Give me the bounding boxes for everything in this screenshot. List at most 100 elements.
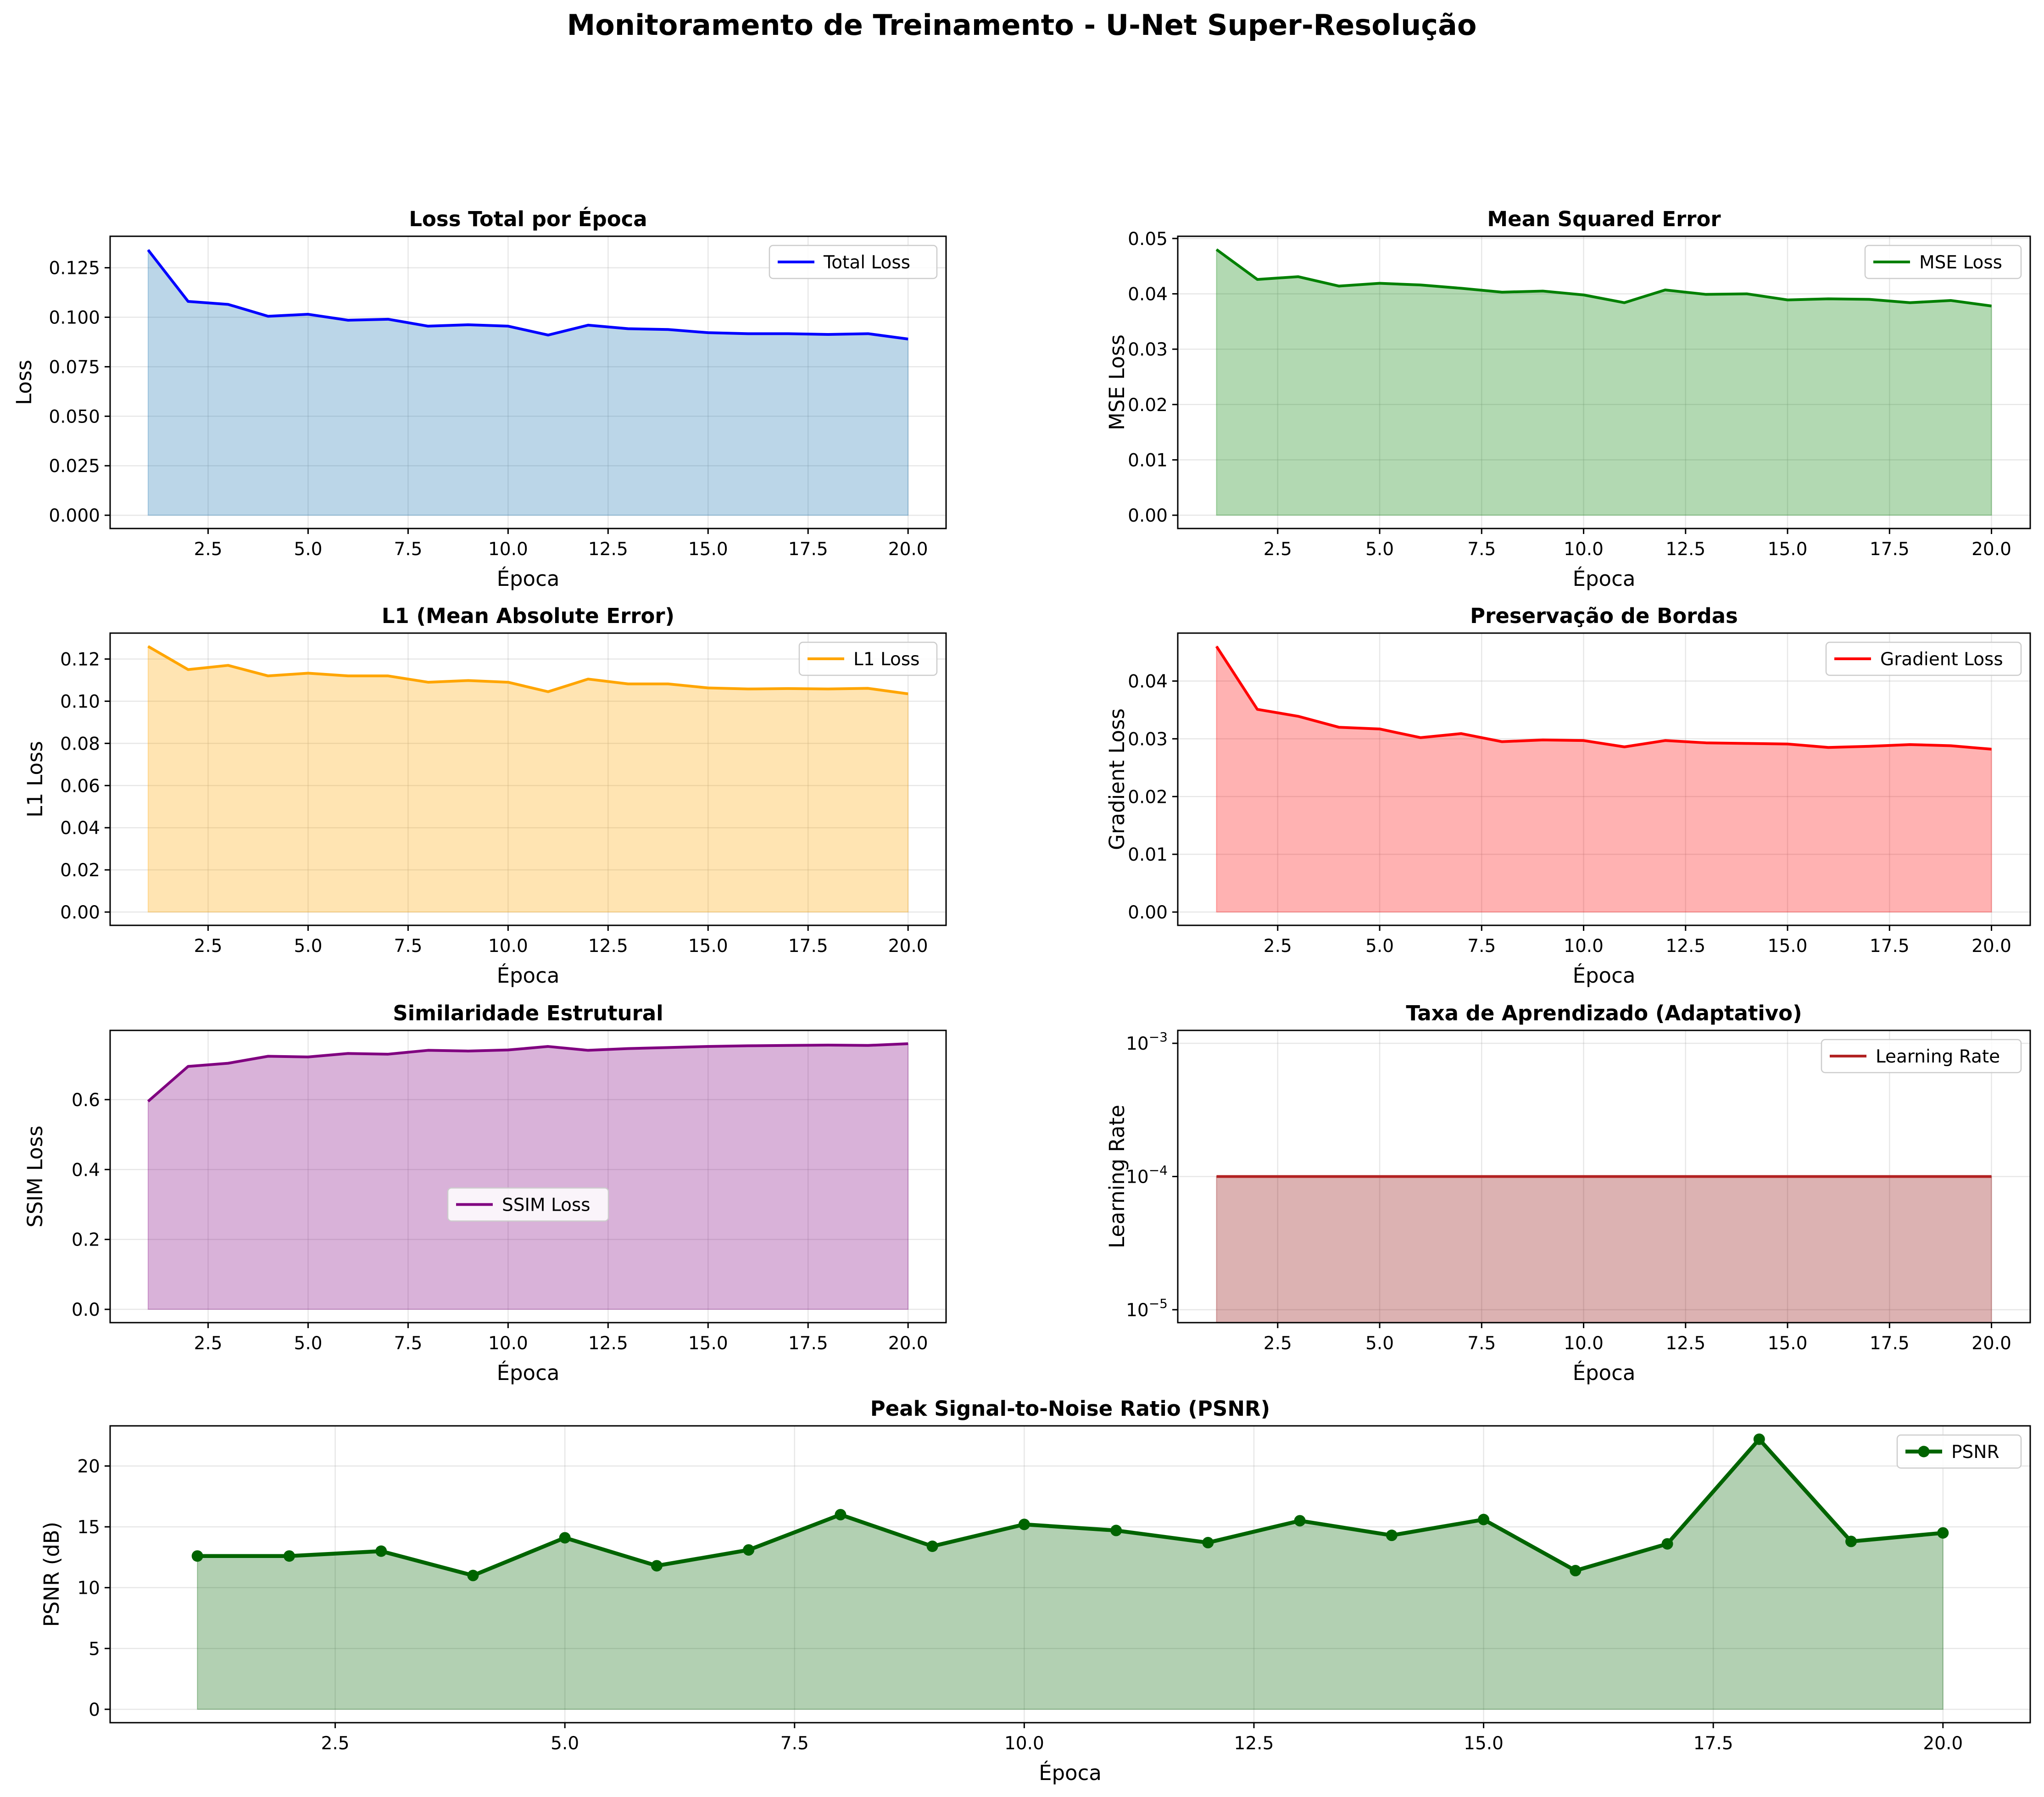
x-tick-label: 7.5 [394, 539, 422, 560]
x-tick-label: 7.5 [1467, 936, 1496, 957]
x-tick-label: 10.0 [488, 539, 528, 560]
x-tick-label: 5.0 [551, 1733, 579, 1754]
series-line [197, 1437, 1944, 1578]
chart-title: Similaridade Estrutural [393, 1001, 663, 1025]
x-tick-label: 20.0 [1923, 1733, 1963, 1754]
y-tick-label: 0.05 [1128, 229, 1168, 250]
x-tick-label: 5.0 [294, 539, 323, 560]
y-tick-label: 0.03 [1128, 339, 1168, 360]
series-fill-area [147, 1043, 909, 1310]
x-axis-label: Época [497, 963, 560, 988]
data-point [1386, 1530, 1398, 1541]
chart-title: L1 (Mean Absolute Error) [382, 604, 674, 628]
y-tick-label: 0.04 [1128, 671, 1168, 692]
x-tick-label: 12.5 [1665, 539, 1705, 560]
legend-box [798, 641, 938, 676]
y-tick-label: 0.01 [1128, 845, 1168, 865]
data-point [835, 1509, 847, 1521]
y-tick-label: 0.000 [49, 506, 100, 526]
x-tick-label: 12.5 [1665, 1333, 1705, 1354]
axes-frame [109, 632, 947, 926]
x-tick-label: 20.0 [888, 1333, 928, 1354]
data-point [1202, 1537, 1214, 1549]
legend: SSIM Loss [447, 1187, 609, 1222]
y-tick-label: 20 [77, 1457, 100, 1477]
x-tick-label: 7.5 [1467, 539, 1496, 560]
chart-panel-mean-squared-error: 2.5 5.0 7.5 10.0 12.5 15.0 17.5 20.0 0.00 0.01 0.0… [1105, 207, 2031, 591]
y-tick-label: 5 [89, 1639, 100, 1659]
x-tick-label: 10.0 [1564, 936, 1604, 957]
chart-title: Loss Total por Época [409, 207, 647, 231]
x-tick-label: 7.5 [394, 1333, 422, 1354]
legend-label: Learning Rate [1876, 1046, 2000, 1067]
y-tick-label: 15 [77, 1517, 100, 1538]
y-tick-label: 0.12 [60, 650, 100, 670]
chart-panel-peak-signal-to-noise-ratio-psnr: 2.5 5.0 7.5 10.0 12.5 15.0 17.5 20.0 0 5 10 15 20 Pea… [39, 1396, 2031, 1785]
x-tick-label: 10.0 [488, 1333, 528, 1354]
data-point [743, 1544, 755, 1556]
y-tick-label: 0.6 [72, 1090, 100, 1111]
legend: Gradient Loss [1825, 641, 2022, 676]
legend-label: SSIM Loss [502, 1195, 590, 1216]
legend: MSE Loss [1864, 245, 2022, 279]
data-point [1753, 1433, 1765, 1445]
x-tick-label: 17.5 [1870, 1333, 1910, 1354]
chart-title: Preservação de Bordas [1470, 604, 1738, 628]
x-tick-label: 5.0 [294, 936, 323, 957]
legend-box [1825, 641, 2022, 676]
y-tick-label: 0 [89, 1700, 100, 1720]
x-tick-label: 12.5 [1234, 1733, 1274, 1754]
data-point [375, 1545, 387, 1557]
x-tick-label: 17.5 [788, 539, 828, 560]
y-axis-label: Gradient Loss [1105, 708, 1129, 850]
legend-box [769, 245, 938, 279]
y-tick-label: 0.100 [49, 308, 100, 328]
x-tick-label: 10.0 [488, 936, 528, 957]
axes-frame [109, 1029, 947, 1324]
axes-frame [1177, 632, 2031, 926]
x-tick-label: 17.5 [1870, 936, 1910, 957]
x-tick-label: 5.0 [294, 1333, 323, 1354]
y-tick-label: 0.10 [60, 691, 100, 712]
x-tick-label: 15.0 [1768, 936, 1808, 957]
legend-marker [1918, 1446, 1930, 1458]
data-point [1661, 1538, 1673, 1550]
y-tick-label: 0.00 [1128, 902, 1168, 923]
x-tick-label: 5.0 [1365, 1333, 1394, 1354]
x-tick-label: 10.0 [1004, 1733, 1044, 1754]
x-tick-label: 2.5 [194, 539, 223, 560]
chart-panel-similaridade-estrutural: 2.5 5.0 7.5 10.0 12.5 15.0 17.5 20.0 0.0 0.2 0.4 0.… [23, 1001, 947, 1385]
y-tick-label: 0.01 [1128, 450, 1168, 471]
x-axis-label: Época [497, 567, 560, 591]
x-tick-label: 12.5 [1665, 936, 1705, 957]
y-axis-label: MSE Loss [1105, 334, 1129, 430]
data-point [926, 1541, 938, 1552]
x-tick-label: 2.5 [1264, 539, 1292, 560]
legend-label: PSNR [1951, 1442, 1999, 1463]
x-axis-label: Época [1039, 1761, 1102, 1785]
legend-box [1821, 1039, 2022, 1074]
x-tick-label: 10.0 [1564, 539, 1604, 560]
y-tick-label: 10−3 [1126, 1029, 1168, 1054]
x-tick-label: 17.5 [1870, 539, 1910, 560]
x-axis-label: Época [1573, 1361, 1636, 1385]
legend: L1 Loss [798, 641, 938, 676]
data-point [1478, 1513, 1490, 1525]
y-tick-label: 0.025 [49, 456, 100, 477]
data-point [467, 1569, 479, 1581]
x-tick-label: 2.5 [321, 1733, 350, 1754]
y-tick-label: 0.125 [49, 258, 100, 279]
y-axis-label: Learning Rate [1105, 1105, 1129, 1248]
chart-panel-preservacao-de-bordas: 2.5 5.0 7.5 10.0 12.5 15.0 17.5 20.0 0.00 0.01 0.0… [1105, 604, 2031, 988]
x-tick-label: 20.0 [1972, 936, 2011, 957]
y-tick-label: 0.02 [60, 860, 100, 881]
x-tick-label: 10.0 [1564, 1333, 1604, 1354]
y-tick-label: 0.4 [72, 1160, 100, 1180]
x-tick-label: 7.5 [780, 1733, 809, 1754]
x-tick-label: 2.5 [194, 936, 223, 957]
axes-frame [1177, 235, 2031, 529]
legend-label: Gradient Loss [1880, 649, 2003, 670]
figure-title: Monitoramento de Treinamento - U-Net Sup… [567, 8, 1477, 42]
series-fill-area [1216, 1176, 1992, 1323]
data-point [1294, 1515, 1306, 1527]
